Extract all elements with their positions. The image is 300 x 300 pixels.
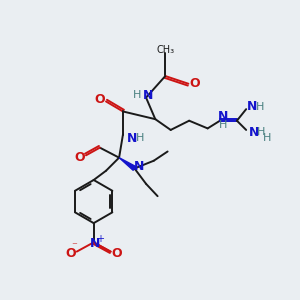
Text: N: N (142, 89, 153, 102)
Text: N: N (90, 237, 101, 250)
Text: H: H (263, 133, 271, 142)
Text: +: + (96, 233, 104, 244)
Text: H: H (219, 120, 227, 130)
Polygon shape (119, 158, 136, 170)
Text: CH₃: CH₃ (156, 45, 174, 55)
Text: O: O (65, 247, 76, 260)
Text: H: H (256, 102, 264, 112)
Text: O: O (189, 77, 200, 90)
Text: O: O (94, 93, 105, 106)
Text: H: H (136, 134, 144, 143)
Text: O: O (112, 247, 122, 260)
Text: N: N (134, 160, 144, 172)
Text: ⁻: ⁻ (71, 241, 77, 251)
Text: N: N (127, 132, 137, 145)
Text: O: O (74, 151, 85, 164)
Text: N: N (218, 110, 228, 123)
Text: H: H (133, 90, 141, 100)
Text: H: H (257, 127, 266, 137)
Text: N: N (249, 126, 259, 139)
Text: N: N (247, 100, 257, 113)
